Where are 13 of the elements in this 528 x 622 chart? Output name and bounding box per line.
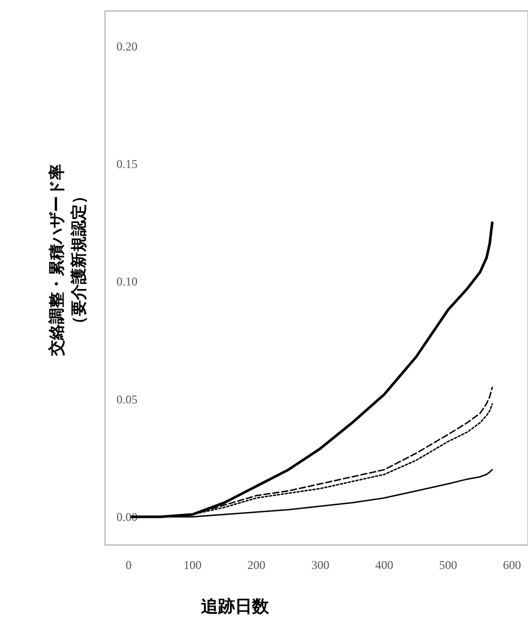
y-tick-label: 0.15	[116, 157, 138, 172]
x-tick-label: 500	[439, 558, 458, 572]
x-tick-label: 300	[311, 558, 330, 572]
y-tick-label: 0.05	[116, 392, 138, 406]
x-tick-label: 600	[503, 558, 522, 572]
x-tick-label: 200	[247, 558, 266, 572]
x-tick-label: 100	[184, 558, 202, 572]
y-axis-title: 交絡調整・累積ハザード率（要介護新規認定）	[47, 164, 88, 357]
y-tick-label: 0.20	[116, 39, 138, 54]
y-tick-label: 0.10	[116, 274, 138, 289]
x-tick-label: 400	[375, 558, 394, 572]
x-axis-title: 追跡日数	[200, 597, 270, 617]
x-tick-label: 0	[126, 558, 132, 572]
